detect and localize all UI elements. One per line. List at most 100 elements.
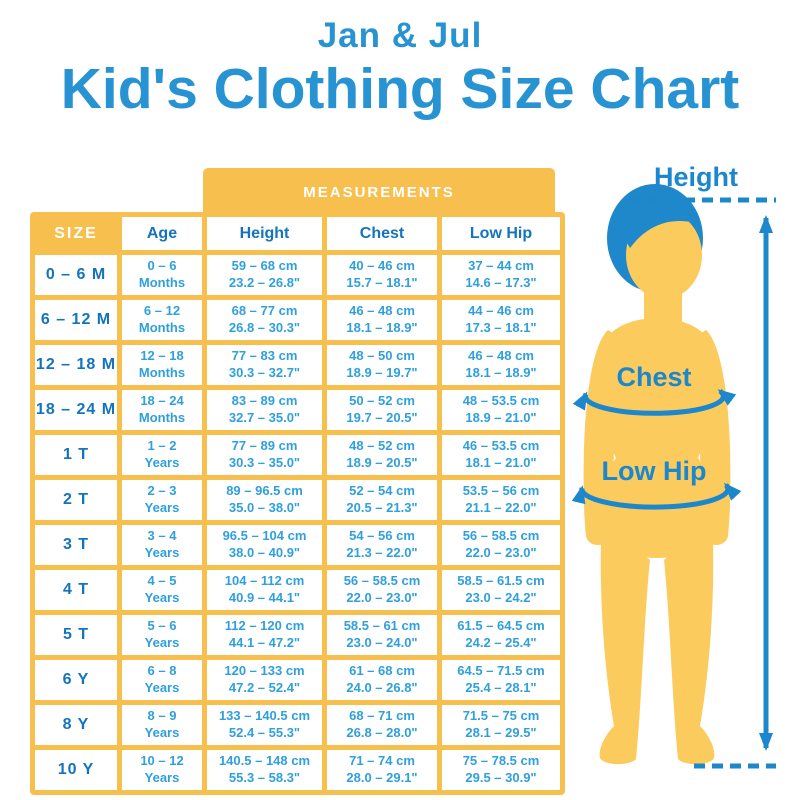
height-cell: 133 – 140.5 cm 52.4 – 55.3"	[207, 705, 322, 745]
chest-cell-line: 48 – 52 cm	[349, 438, 415, 454]
lowhip-ellipse	[571, 482, 742, 510]
age-cell: 5 – 6 Years	[122, 615, 202, 655]
age-cell-line: Years	[144, 545, 180, 560]
height-cell: 83 – 89 cm 32.7 – 35.0"	[207, 390, 322, 430]
age-cell-line: 18 – 24	[140, 393, 184, 409]
age-cell-line: Months	[138, 410, 186, 425]
height-cell-line: 83 – 89 cm	[231, 393, 298, 409]
age-cell-line: Years	[144, 500, 180, 515]
age-cell-line: 3 – 4	[147, 528, 177, 544]
height-cell: 68 – 77 cm 26.8 – 30.3"	[207, 300, 322, 340]
age-cell-line: 2 – 3	[147, 483, 177, 499]
lowhip-cell-line: 14.6 – 17.3"	[465, 275, 537, 290]
table-header-row: SIZE Age Height Chest Low Hip	[35, 217, 560, 250]
height-label: Height	[654, 162, 738, 192]
size-cell: 2 T	[35, 480, 117, 520]
lowhip-cell-line: 25.4 – 28.1"	[465, 680, 537, 695]
lowhip-cell-line: 61.5 – 64.5 cm	[457, 618, 545, 634]
chest-cell-line: 56 – 58.5 cm	[343, 573, 421, 589]
lowhip-cell-line: 21.1 – 22.0"	[465, 500, 537, 515]
size-cell: 10 Y	[35, 750, 117, 790]
lowhip-cell: 46 – 48 cm 18.1 – 18.9"	[442, 345, 560, 385]
chest-cell: 50 – 52 cm 19.7 – 20.5"	[327, 390, 437, 430]
age-cell-line: Years	[144, 590, 180, 605]
lowhip-cell: 53.5 – 56 cm 21.1 – 22.0"	[442, 480, 560, 520]
height-cell-line: 26.8 – 30.3"	[228, 320, 301, 335]
age-cell-line: Years	[144, 635, 180, 650]
lowhip-cell-line: 17.3 – 18.1"	[465, 320, 537, 335]
age-cell-line: Years	[144, 725, 180, 740]
child-legs	[599, 518, 715, 765]
column-header-size: SIZE	[35, 217, 117, 250]
age-cell: 6 – 8 Years	[122, 660, 202, 700]
age-cell: 6 – 12 Months	[122, 300, 202, 340]
lowhip-cell: 48 – 53.5 cm 18.9 – 21.0"	[442, 390, 560, 430]
table-row: 10 Y 10 – 12 Years 140.5 – 148 cm 55.3 – 58.…	[35, 750, 560, 790]
chest-cell-line: 20.5 – 21.3"	[346, 500, 418, 515]
height-cell-line: 104 – 112 cm	[224, 573, 305, 589]
size-cell: 4 T	[35, 570, 117, 610]
size-cell: 6 Y	[35, 660, 117, 700]
chest-cell-line: 48 – 50 cm	[349, 348, 415, 364]
lowhip-cell-line: 24.2 – 25.4"	[465, 635, 537, 650]
height-cell-line: 77 – 89 cm	[231, 438, 298, 454]
chest-cell: 46 – 48 cm 18.1 – 18.9"	[327, 300, 437, 340]
lowhip-cell: 44 – 46 cm 17.3 – 18.1"	[442, 300, 560, 340]
column-header-chest: Chest	[327, 217, 437, 250]
chest-cell-line: 18.9 – 19.7"	[346, 365, 418, 380]
lowhip-cell: 71.5 – 75 cm 28.1 – 29.5"	[442, 705, 560, 745]
lowhip-cell-line: 22.0 – 23.0"	[465, 545, 537, 560]
age-cell-line: Months	[138, 320, 186, 335]
chest-cell-line: 50 – 52 cm	[349, 393, 415, 409]
lowhip-cell-line: 46 – 53.5 cm	[462, 438, 540, 454]
age-cell-line: 8 – 9	[147, 708, 177, 724]
age-cell-line: Years	[144, 455, 180, 470]
column-header-lowhip: Low Hip	[442, 217, 560, 250]
chest-cell-line: 22.0 – 23.0"	[346, 590, 418, 605]
size-cell: 0 – 6 M	[35, 255, 117, 295]
age-cell-line: Months	[138, 365, 186, 380]
age-cell: 12 – 18 Months	[122, 345, 202, 385]
height-cell-line: 30.3 – 35.0"	[228, 455, 301, 470]
height-cell: 112 – 120 cm 44.1 – 47.2"	[207, 615, 322, 655]
lowhip-cell: 61.5 – 64.5 cm 24.2 – 25.4"	[442, 615, 560, 655]
lowhip-cell-line: 28.1 – 29.5"	[465, 725, 537, 740]
lowhip-cell-line: 53.5 – 56 cm	[462, 483, 540, 499]
column-header-height: Height	[207, 217, 322, 250]
size-cell: 3 T	[35, 525, 117, 565]
chest-cell: 54 – 56 cm 21.3 – 22.0"	[327, 525, 437, 565]
height-cell-line: 47.2 – 52.4"	[228, 680, 301, 695]
age-cell-line: 0 – 6	[147, 258, 177, 274]
lowhip-cell: 46 – 53.5 cm 18.1 – 21.0"	[442, 435, 560, 475]
lowhip-cell-line: 18.1 – 21.0"	[465, 455, 537, 470]
height-cell: 120 – 133 cm 47.2 – 52.4"	[207, 660, 322, 700]
lowhip-cell-line: 23.0 – 24.2"	[465, 590, 537, 605]
age-cell-line: 10 – 12	[140, 753, 184, 769]
chest-cell: 48 – 50 cm 18.9 – 19.7"	[327, 345, 437, 385]
chest-ellipse	[572, 389, 737, 416]
height-cell: 59 – 68 cm 23.2 – 26.8"	[207, 255, 322, 295]
lowhip-cell-line: 64.5 – 71.5 cm	[457, 663, 545, 679]
age-cell-line: Years	[144, 680, 180, 695]
chest-cell-line: 26.8 – 28.0"	[346, 725, 418, 740]
lowhip-cell: 75 – 78.5 cm 29.5 – 30.9"	[442, 750, 560, 790]
child-hair-fringe	[619, 195, 700, 248]
age-cell: 2 – 3 Years	[122, 480, 202, 520]
lowhip-cell-line: 29.5 – 30.9"	[465, 770, 537, 785]
table-row: 18 – 24 M 18 – 24 Months 83 – 89 cm 32.7 – 3…	[35, 390, 560, 430]
height-cell-line: 52.4 – 55.3"	[228, 725, 301, 740]
height-cell-line: 30.3 – 32.7"	[228, 365, 301, 380]
table-row: 12 – 18 M 12 – 18 Months 77 – 83 cm 30.3 – 3…	[35, 345, 560, 385]
chest-cell-line: 61 – 68 cm	[349, 663, 415, 679]
lowhip-cell-line: 71.5 – 75 cm	[462, 708, 540, 724]
chest-cell-line: 46 – 48 cm	[349, 303, 415, 319]
age-cell-line: Years	[144, 770, 180, 785]
height-cell-line: 55.3 – 58.3"	[228, 770, 301, 785]
